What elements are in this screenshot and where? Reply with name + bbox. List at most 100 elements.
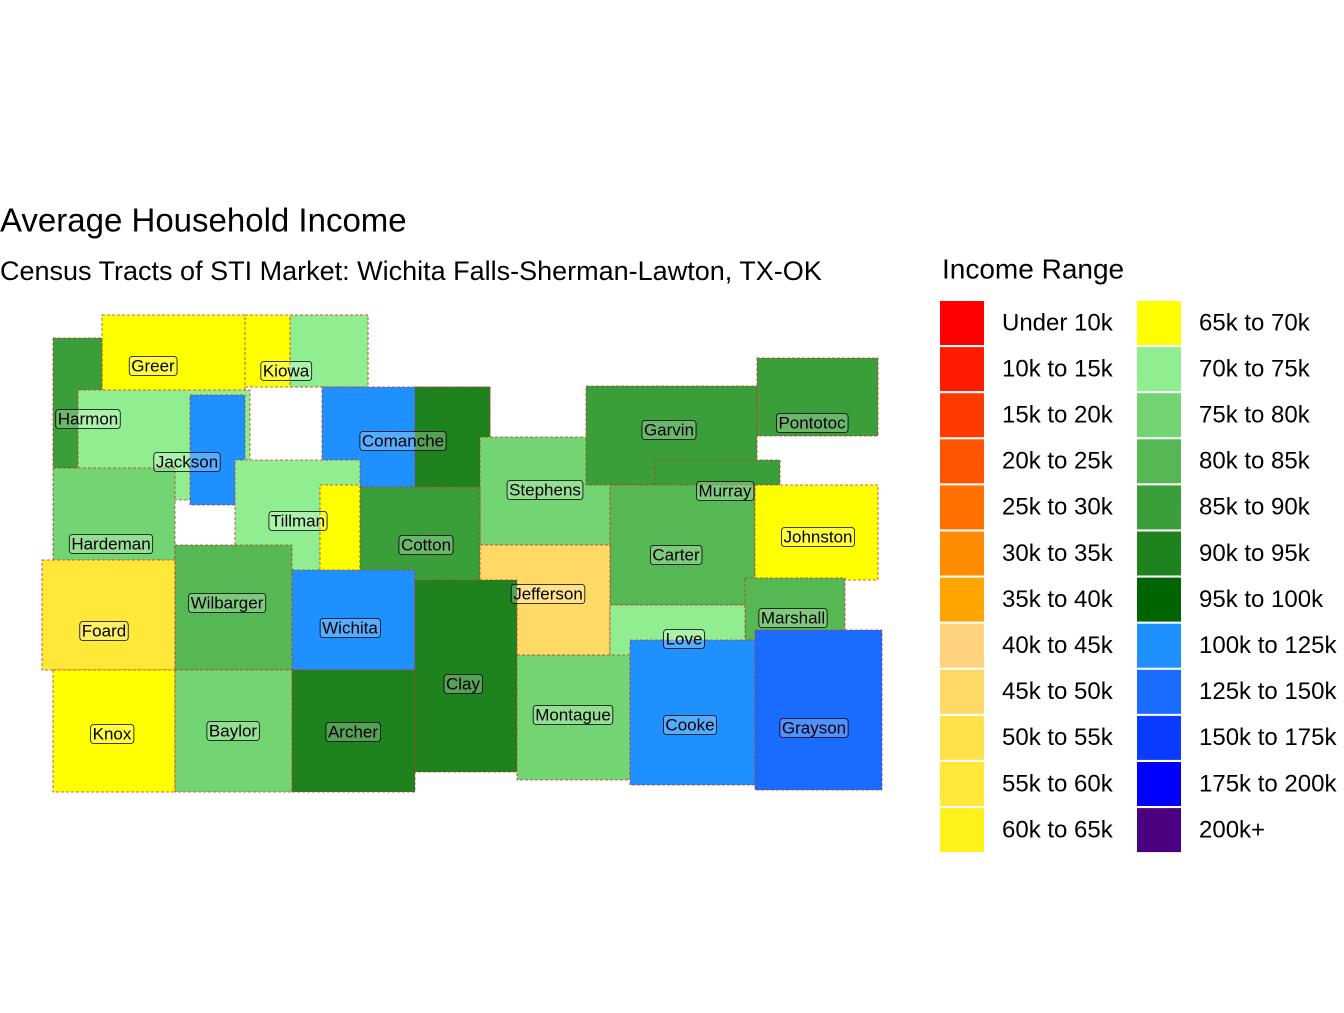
legend-swatch xyxy=(1137,623,1181,668)
legend-swatch xyxy=(1137,485,1181,530)
legend: Under 10k 10k to 15k 15k to 20k 20k to 25k 2… xyxy=(940,301,1337,853)
label-box xyxy=(128,356,178,376)
county xyxy=(756,357,879,437)
county xyxy=(754,484,879,581)
legend-label: 40k to 45k xyxy=(1002,632,1114,659)
county-label: Cotton xyxy=(401,535,451,554)
legend-swatch xyxy=(940,439,984,484)
county-label: Montague xyxy=(535,705,611,724)
county xyxy=(289,314,369,388)
label-box xyxy=(696,481,755,501)
legend-swatch xyxy=(1137,531,1181,576)
legend-swatch xyxy=(940,485,984,530)
label-box xyxy=(325,722,381,742)
label-box xyxy=(319,618,381,638)
county xyxy=(629,639,756,786)
county xyxy=(52,467,176,571)
county-label: Jackson xyxy=(156,452,218,471)
legend-label: 80k to 85k xyxy=(1199,448,1311,475)
label-box xyxy=(260,361,313,381)
legend-label: 70k to 75k xyxy=(1199,355,1311,382)
county-label: Grayson xyxy=(782,718,846,737)
legend-swatch xyxy=(940,577,984,622)
county xyxy=(174,544,293,671)
county-label: Clay xyxy=(446,674,481,693)
county-label: Carter xyxy=(652,545,700,564)
county-shapes xyxy=(41,314,883,793)
legend-swatch xyxy=(1137,301,1181,345)
legend-swatch xyxy=(1137,762,1181,806)
label-box xyxy=(188,593,267,613)
county xyxy=(609,484,756,606)
label-box xyxy=(55,409,121,429)
county-label: Garvin xyxy=(644,420,694,439)
legend-label: 10k to 15k xyxy=(1002,355,1114,382)
county-labels: Greer Kiowa Harmon Jackson Comanche Tillman St… xyxy=(55,356,855,744)
label-box xyxy=(206,721,260,741)
county xyxy=(41,559,176,671)
legend-swatch xyxy=(940,301,984,345)
label-box xyxy=(781,527,855,547)
legend-label: 55k to 60k xyxy=(1002,770,1114,797)
county-label: Wichita xyxy=(322,618,378,637)
label-box xyxy=(79,621,129,641)
label-box xyxy=(443,674,483,694)
county-label: Foard xyxy=(82,621,126,640)
legend-swatch xyxy=(1137,439,1181,484)
label-box xyxy=(532,705,614,725)
legend-label: 50k to 55k xyxy=(1002,724,1114,751)
legend-label: 65k to 70k xyxy=(1199,309,1311,336)
legend-label: 30k to 35k xyxy=(1002,540,1114,567)
label-box xyxy=(398,535,454,555)
legend-label: Under 10k xyxy=(1002,309,1114,336)
legend-swatch xyxy=(1137,393,1181,438)
county-label: Johnston xyxy=(784,527,853,546)
legend-title: Income Range xyxy=(942,253,1124,284)
legend-swatch xyxy=(1137,347,1181,392)
label-box xyxy=(649,545,703,565)
county xyxy=(754,629,883,791)
legend-label: 150k to 175k xyxy=(1199,724,1337,751)
county xyxy=(414,579,518,773)
subtitle: Census Tracts of STI Market: Wichita Fal… xyxy=(0,256,822,286)
legend-label: 25k to 30k xyxy=(1002,494,1114,521)
legend-swatch xyxy=(940,762,984,806)
county-label: Knox xyxy=(93,724,132,743)
label-box xyxy=(153,452,221,472)
county-label: Hardeman xyxy=(71,534,150,553)
county-label: Archer xyxy=(328,722,378,741)
legend-label: 75k to 80k xyxy=(1199,402,1311,429)
legend-label: 175k to 200k xyxy=(1199,770,1337,797)
label-box xyxy=(359,431,447,451)
label-box xyxy=(90,724,135,744)
label-box xyxy=(68,534,154,554)
county-label: Pontotoc xyxy=(778,413,846,432)
label-box xyxy=(758,608,828,628)
county-label: Cooke xyxy=(665,715,714,734)
county-label: Kiowa xyxy=(263,361,310,380)
label-box xyxy=(663,629,705,649)
label-box xyxy=(510,584,586,604)
county-label: Love xyxy=(666,629,703,648)
legend-swatch xyxy=(1137,669,1181,714)
legend-swatch xyxy=(940,669,984,714)
title: Average Household Income xyxy=(0,202,407,239)
label-box xyxy=(776,413,849,433)
legend-label: 35k to 40k xyxy=(1002,586,1114,613)
legend-label: 85k to 90k xyxy=(1199,494,1311,521)
legend-label: 90k to 95k xyxy=(1199,540,1311,567)
label-box xyxy=(641,420,697,440)
county xyxy=(291,669,416,793)
county xyxy=(516,654,631,781)
county xyxy=(52,669,176,793)
county-label: Greer xyxy=(131,356,175,375)
legend-label: 20k to 25k xyxy=(1002,448,1114,475)
legend-label: 100k to 125k xyxy=(1199,632,1337,659)
county-label: Comanche xyxy=(362,431,444,450)
county-label: Harmon xyxy=(58,409,118,428)
county-label: Baylor xyxy=(209,721,258,740)
legend-label: 60k to 65k xyxy=(1002,816,1114,843)
legend-swatch xyxy=(1137,715,1181,760)
legend-label: 200k+ xyxy=(1199,816,1265,843)
label-box xyxy=(663,715,717,735)
